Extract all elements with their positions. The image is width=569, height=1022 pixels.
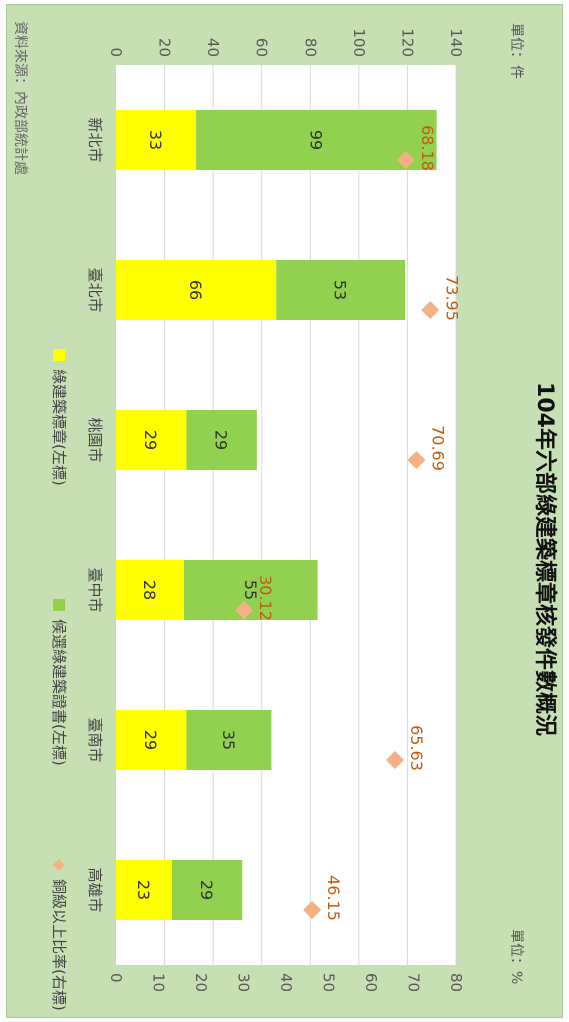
y-left-tick-label: 0 — [107, 47, 125, 57]
ticks-group: 0 20 40 60 80 100 120 140 0 10 20 30 40 50 60 70 80 — [107, 28, 465, 992]
y-left-tick-label: 80 — [301, 38, 319, 57]
bar-value-label: 29 — [141, 430, 160, 450]
category-label: 高雄市 — [86, 867, 104, 912]
chart-rotated-canvas: 33 99 66 53 29 29 28 55 29 35 23 29 68.18 73.95 70.69… — [7, 5, 562, 1017]
bar — [184, 560, 318, 620]
rate-marker — [407, 451, 426, 469]
bar — [276, 260, 405, 320]
y-left-tick-label: 100 — [350, 28, 368, 57]
bar — [196, 110, 437, 170]
bar — [116, 860, 172, 920]
legend-label: 候選綠建築證書(左標) — [50, 619, 68, 766]
category-label: 新北市 — [86, 117, 104, 162]
rate-value-label: 46.15 — [324, 875, 343, 921]
bar — [115, 710, 187, 770]
bar-value-label: 23 — [134, 880, 153, 900]
bar-value-label: 29 — [141, 730, 160, 750]
bar-value-label: 99 — [306, 130, 325, 150]
category-label: 臺中市 — [86, 567, 104, 612]
unit-right-label: 單位：% — [508, 929, 524, 984]
legend-swatch — [53, 599, 65, 611]
bars-group: 33 99 66 53 29 29 28 55 29 35 23 29 — [115, 110, 437, 920]
legend: 綠建築標章(左標) 候選綠建築證書(左標) 銅級以上比率(右標) — [50, 349, 68, 1011]
rate-value-label: 73.95 — [442, 275, 461, 321]
legend-label: 綠建築標章(左標) — [50, 369, 68, 486]
bar — [186, 410, 257, 470]
bar — [115, 410, 187, 470]
category-label: 臺南市 — [86, 717, 104, 762]
y-right-tick-label: 40 — [277, 973, 295, 992]
category-label: 臺北市 — [86, 267, 104, 312]
chart-svg: 33 99 66 53 29 29 28 55 29 35 23 29 68.18 73.95 70.69… — [7, 5, 562, 1017]
rate-marker — [235, 601, 254, 619]
y-right-tick-label: 50 — [320, 973, 338, 992]
legend-marker — [53, 859, 65, 871]
y-left-tick-label: 140 — [447, 28, 465, 57]
bar-value-label: 33 — [146, 130, 165, 150]
unit-left-label: 單位：件 — [508, 23, 524, 79]
rate-value-label: 70.69 — [428, 425, 447, 471]
bar — [186, 710, 272, 770]
bar — [115, 110, 197, 170]
y-right-tick-label: 80 — [447, 973, 465, 992]
bar — [116, 560, 184, 620]
y-right-tick-label: 60 — [362, 973, 380, 992]
y-right-tick-label: 10 — [150, 973, 168, 992]
rate-marker — [421, 301, 440, 319]
bar-value-label: 29 — [212, 430, 231, 450]
bar-value-label: 28 — [140, 580, 159, 600]
rate-value-label: 30.12 — [256, 575, 275, 621]
bar — [171, 860, 243, 920]
gridlines — [164, 65, 457, 965]
y-right-tick-label: 0 — [107, 973, 125, 983]
bar — [115, 260, 277, 320]
y-right-tick-label: 20 — [192, 973, 210, 992]
chart-title: 104年六部綠建築標章核發件數概況 — [532, 382, 558, 736]
bar-value-label: 53 — [331, 280, 350, 300]
legend-swatch — [53, 349, 65, 361]
category-label: 桃園市 — [86, 417, 104, 462]
y-right-tick-label: 70 — [405, 973, 423, 992]
y-left-tick-label: 20 — [156, 38, 174, 57]
y-right-tick-label: 30 — [235, 973, 253, 992]
source-note: 資料來源：內政部統計處 — [12, 21, 28, 175]
bar-value-label: 66 — [186, 280, 205, 300]
plot-area — [116, 65, 456, 965]
markers-group: 68.18 73.95 70.69 30.12 65.63 46.15 — [235, 125, 461, 921]
y-left-tick-label: 120 — [398, 28, 416, 57]
y-left-tick-label: 60 — [253, 38, 271, 57]
bar-value-label: 35 — [219, 730, 238, 750]
y-left-tick-label: 40 — [204, 38, 222, 57]
legend-label: 銅級以上比率(右標) — [50, 879, 68, 1011]
chart-frame: 33 99 66 53 29 29 28 55 29 35 23 29 68.18 73.95 70.69… — [6, 4, 563, 1018]
rate-value-label: 65.63 — [407, 725, 426, 771]
bar-value-label: 29 — [197, 880, 216, 900]
bar-value-label: 55 — [241, 580, 260, 600]
rate-value-label: 68.18 — [418, 125, 437, 171]
